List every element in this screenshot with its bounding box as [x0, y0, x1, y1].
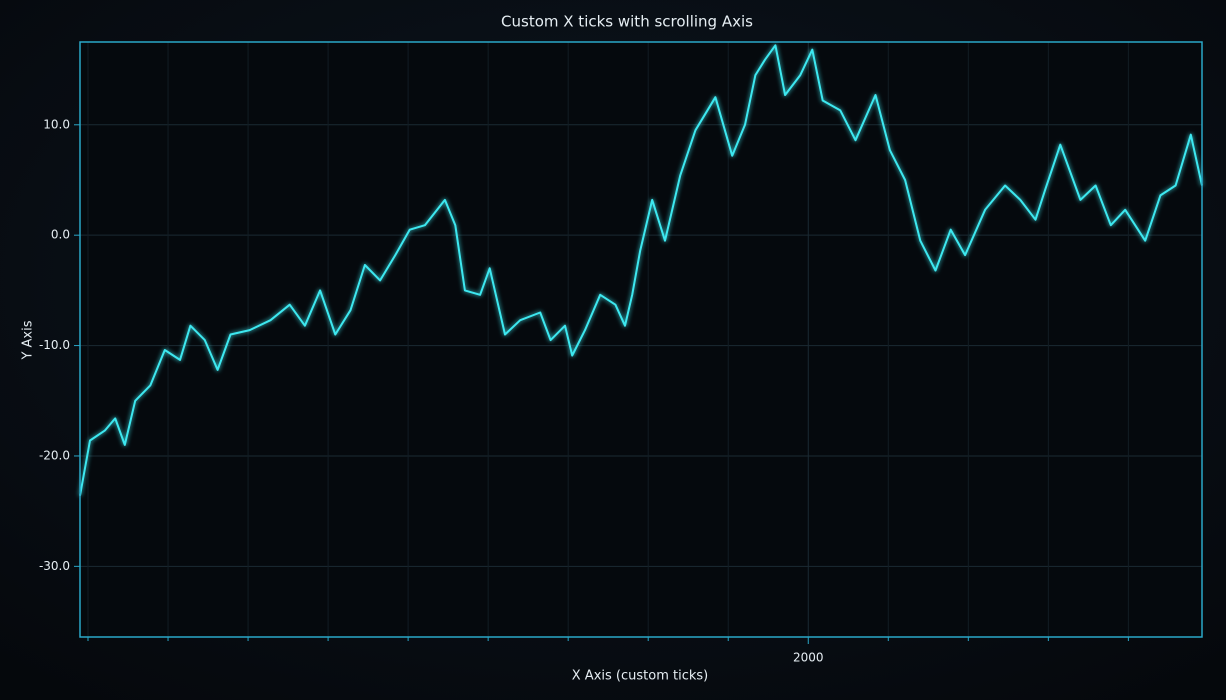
x-axis-label: X Axis (custom ticks) — [572, 669, 708, 684]
y-tick-label: -20.0 — [39, 448, 70, 462]
plot-area — [80, 42, 1202, 637]
y-tick-label: 10.0 — [43, 117, 70, 131]
x-tick-label: 2000 — [793, 651, 824, 665]
line-series — [79, 44, 1203, 496]
plot-border — [79, 41, 1203, 638]
y-tick-label: -10.0 — [39, 338, 70, 352]
y-axis-label: Y Axis — [21, 320, 36, 360]
y-tick-label: 0.0 — [51, 228, 70, 242]
y-tick-label: -30.0 — [39, 559, 70, 573]
chart-title: Custom X ticks with scrolling Axis — [501, 13, 753, 31]
